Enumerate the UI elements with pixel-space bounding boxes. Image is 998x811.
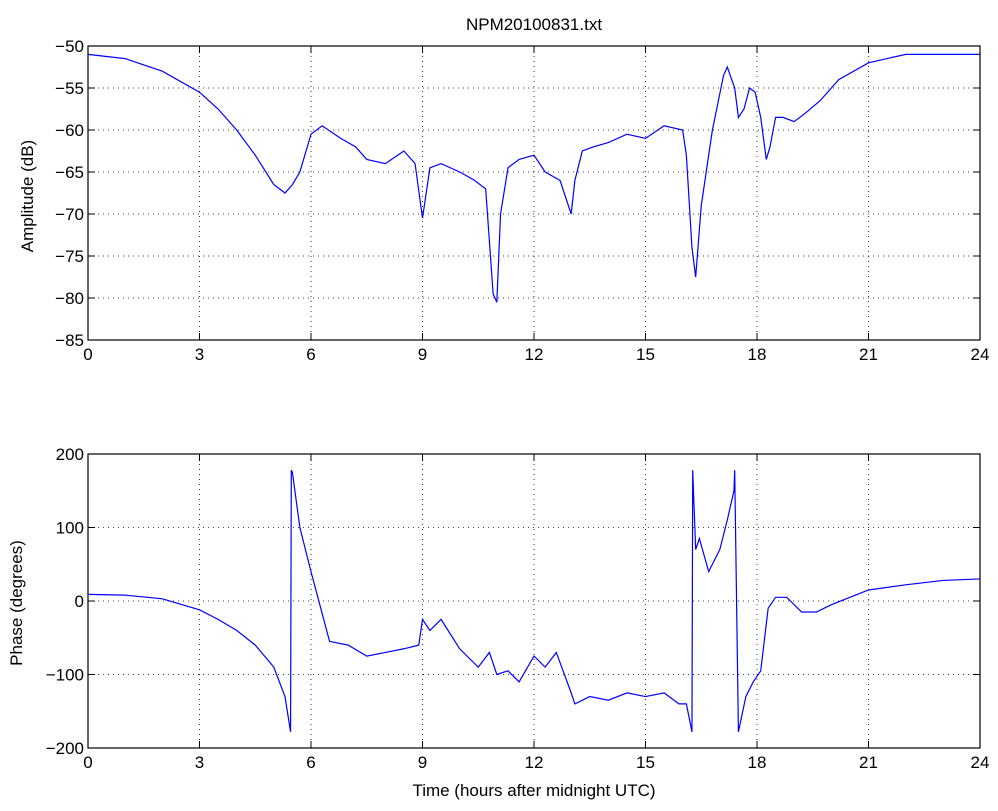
- x-tick-label: 6: [306, 345, 315, 364]
- y-tick-label: −70: [55, 205, 84, 224]
- x-tick-label: 21: [859, 753, 878, 772]
- phase-plot: 0 3 6 9 12 15 18 21 24 −200 −100 0 100 200 Phase (deg…: [7, 445, 989, 800]
- y-tick-label: 0: [75, 592, 84, 611]
- x-tick-label: 18: [748, 753, 767, 772]
- x-tick-label: 0: [83, 753, 92, 772]
- y-tick-label: −65: [55, 163, 84, 182]
- y-tick-label: −60: [55, 121, 84, 140]
- x-tick-label: 12: [525, 345, 544, 364]
- y-tick-label: −50: [55, 37, 84, 56]
- y-tick-label: −75: [55, 247, 84, 266]
- x-tick-label: 18: [748, 345, 767, 364]
- x-tick-label: 6: [306, 753, 315, 772]
- x-tick-label: 12: [525, 753, 544, 772]
- x-tick-label: 3: [195, 753, 204, 772]
- y-tick-label: −100: [46, 666, 84, 685]
- x-tick-label: 15: [636, 345, 655, 364]
- phase-series-line: [87, 469, 981, 732]
- y-tick-label: 100: [56, 519, 84, 538]
- phase-grid: [88, 454, 980, 748]
- x-tick-label: 0: [83, 345, 92, 364]
- phase-y-axis-label: Phase (degrees): [7, 540, 26, 666]
- amplitude-grid: [88, 46, 980, 340]
- amplitude-plot: 0 3 6 9 12 15 18 21 24 −85 −80 −75 −70 −65 −60 −55 −50 A…: [18, 37, 989, 364]
- x-tick-label: 3: [195, 345, 204, 364]
- x-tick-label: 24: [971, 345, 990, 364]
- amplitude-series-line: [87, 53, 980, 303]
- amplitude-y-axis-label: Amplitude (dB): [18, 140, 37, 252]
- y-tick-label: −80: [55, 289, 84, 308]
- y-tick-label: −85: [55, 331, 84, 350]
- y-tick-label: −200: [46, 739, 84, 758]
- chart-title: NPM20100831.txt: [466, 15, 602, 34]
- phase-x-axis-label: Time (hours after midnight UTC): [412, 781, 655, 800]
- x-tick-label: 24: [971, 753, 990, 772]
- x-tick-label: 21: [859, 345, 878, 364]
- y-tick-label: 200: [56, 445, 84, 464]
- x-tick-label: 9: [418, 753, 427, 772]
- phase-ticks: 0 3 6 9 12 15 18 21 24 −200 −100 0 100 200: [46, 445, 990, 772]
- amplitude-ticks: 0 3 6 9 12 15 18 21 24 −85 −80 −75 −70 −65 −60 −55 −50: [55, 37, 989, 364]
- x-tick-label: 9: [418, 345, 427, 364]
- y-tick-label: −55: [55, 79, 84, 98]
- x-tick-label: 15: [636, 753, 655, 772]
